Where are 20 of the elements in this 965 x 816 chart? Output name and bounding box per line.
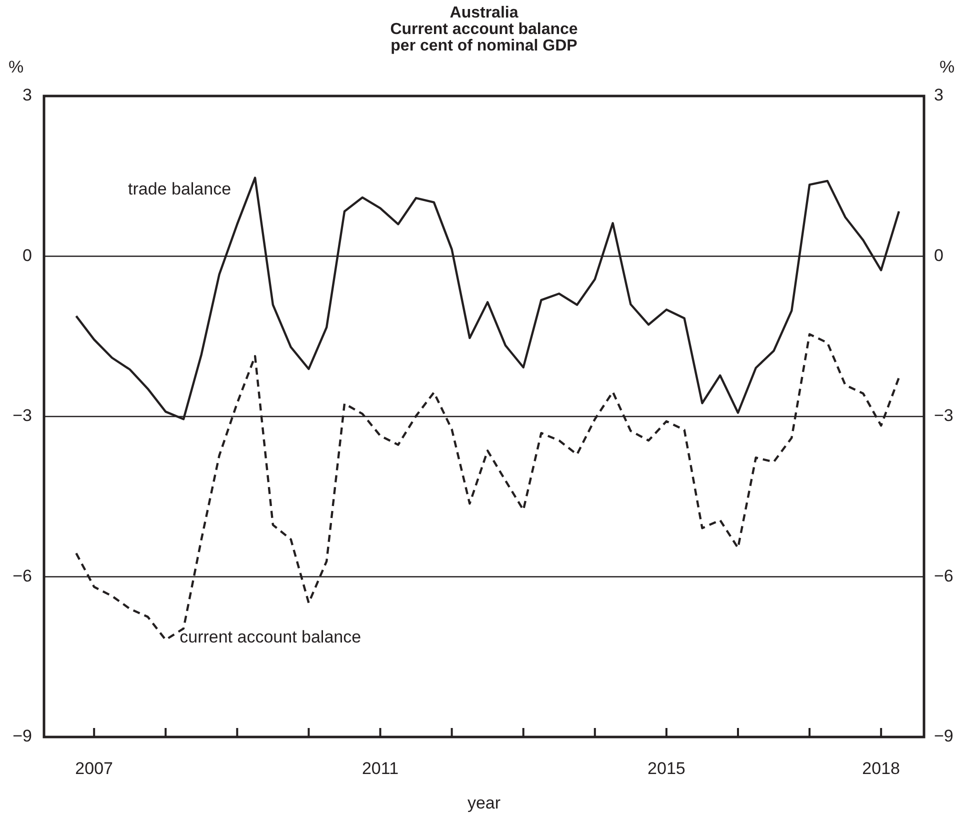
y2-tick-label: −3 <box>934 406 954 426</box>
y-axis-title: % <box>8 58 24 77</box>
y-tick-label: 3 <box>22 86 32 105</box>
x-tick-label: 2007 <box>75 758 113 778</box>
y2-tick-label: 0 <box>934 246 944 265</box>
x-tick-label: 2015 <box>648 758 686 778</box>
y2-tick-label: −6 <box>934 566 954 586</box>
series-label: trade balance <box>128 179 232 198</box>
y2-tick-label: −9 <box>934 726 954 746</box>
series-label: current account balance <box>180 627 362 646</box>
y-tick-label: 0 <box>22 246 32 265</box>
x-tick-label: 2011 <box>362 758 399 778</box>
y-tick-label: −6 <box>12 566 32 586</box>
x-tick-label: 2018 <box>862 758 900 778</box>
chart-title: Australia Current account balance per cent of nominal GDP <box>390 4 578 54</box>
y-tick-label: −3 <box>12 406 32 426</box>
y-tick-label: −9 <box>12 726 32 746</box>
x-axis-title: year <box>467 794 501 813</box>
y2-axis-title: % <box>939 58 955 77</box>
y2-tick-label: 3 <box>934 86 944 105</box>
